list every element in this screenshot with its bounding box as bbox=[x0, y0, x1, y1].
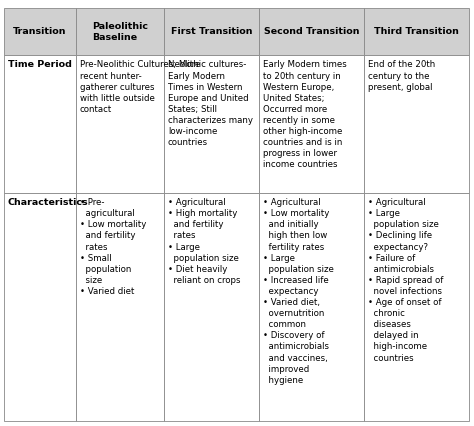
Bar bbox=[164, 55, 259, 193]
Bar bbox=[364, 55, 469, 193]
Text: Paleolithic
Baseline: Paleolithic Baseline bbox=[92, 22, 148, 42]
Bar bbox=[164, 8, 259, 55]
Bar bbox=[76, 8, 164, 55]
Text: • Pre-
  agricultural
• Low mortality
  and fertility
  rates
• Small
  populati: • Pre- agricultural • Low mortality and … bbox=[80, 198, 146, 296]
Bar bbox=[259, 55, 364, 193]
Text: Transition: Transition bbox=[13, 27, 67, 36]
Text: Characteristics: Characteristics bbox=[8, 198, 89, 207]
Bar bbox=[364, 8, 469, 55]
Bar bbox=[76, 55, 164, 193]
Bar bbox=[4, 193, 76, 421]
Text: Neolithic cultures-
Early Modern
Times in Western
Europe and United
States; Stil: Neolithic cultures- Early Modern Times i… bbox=[168, 60, 253, 147]
Text: End of the 20th
century to the
present, global: End of the 20th century to the present, … bbox=[368, 60, 435, 92]
Text: • Agricultural
• Low mortality
  and initially
  high then low
  fertility rates: • Agricultural • Low mortality and initi… bbox=[263, 198, 334, 385]
Bar bbox=[4, 55, 76, 193]
Text: Second Transition: Second Transition bbox=[264, 27, 359, 36]
Bar bbox=[259, 8, 364, 55]
Text: Third Transition: Third Transition bbox=[374, 27, 459, 36]
Bar bbox=[76, 193, 164, 421]
Text: • Agricultural
• High mortality
  and fertility
  rates
• Large
  population siz: • Agricultural • High mortality and fert… bbox=[168, 198, 240, 285]
Bar bbox=[4, 8, 76, 55]
Bar bbox=[259, 193, 364, 421]
Bar bbox=[364, 193, 469, 421]
Text: Early Modern times
to 20th century in
Western Europe,
United States;
Occurred mo: Early Modern times to 20th century in We… bbox=[263, 60, 347, 170]
Text: Time Period: Time Period bbox=[8, 60, 72, 69]
Bar bbox=[164, 193, 259, 421]
Text: Pre-Neolithic Cultures; More
recent hunter-
gatherer cultures
with little outsid: Pre-Neolithic Cultures; More recent hunt… bbox=[80, 60, 200, 114]
Text: • Agricultural
• Large
  population size
• Declining life
  expectancy?
• Failur: • Agricultural • Large population size •… bbox=[368, 198, 443, 363]
Text: First Transition: First Transition bbox=[171, 27, 252, 36]
